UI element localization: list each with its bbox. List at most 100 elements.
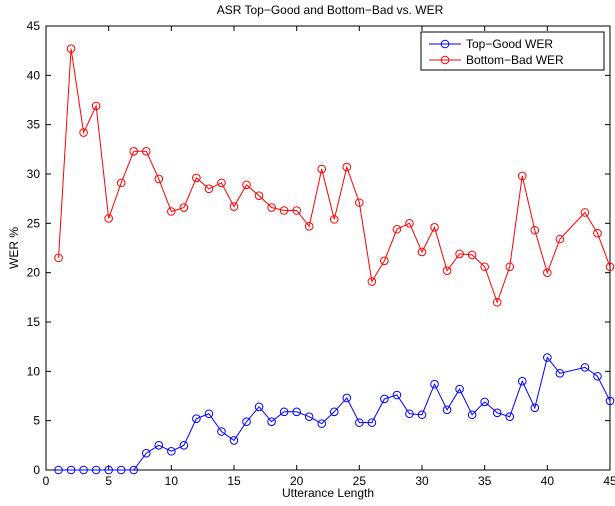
data-point — [392, 224, 402, 234]
x-tick-label: 15 — [227, 474, 241, 488]
y-tick-label: 25 — [27, 216, 41, 230]
legend-box — [420, 31, 605, 71]
x-tick-label: 5 — [105, 474, 112, 488]
data-point — [279, 407, 289, 417]
data-point — [116, 465, 126, 475]
y-tick-label: 10 — [27, 364, 41, 378]
data-point — [392, 390, 402, 400]
x-tick-label: 35 — [478, 474, 492, 488]
data-point — [455, 249, 464, 259]
data-point — [167, 446, 176, 456]
data-point — [480, 397, 489, 407]
data-point — [355, 418, 364, 427]
data-point — [442, 266, 452, 275]
data-point — [543, 268, 552, 277]
data-point — [104, 214, 113, 223]
data-point — [342, 393, 352, 403]
data-point — [91, 101, 101, 111]
data-point — [517, 376, 527, 386]
data-point — [129, 147, 139, 156]
data-point — [154, 174, 164, 184]
data-point — [91, 465, 101, 475]
data-point — [430, 222, 439, 232]
data-point — [505, 412, 515, 422]
data-point — [505, 262, 515, 272]
data-point — [66, 44, 76, 53]
data-point — [317, 164, 327, 174]
data-point — [141, 448, 151, 458]
x-tick-label: 45 — [603, 474, 615, 488]
data-point — [605, 396, 615, 406]
data-point — [405, 219, 414, 228]
data-point — [242, 180, 251, 190]
y-tick-label: 15 — [27, 315, 41, 329]
legend-marker — [440, 55, 450, 65]
axis-ticks: 0 5 10 15 20 25 30 35 40 45 0 5 10 15 20 25 30 35 40 45 — [27, 19, 615, 488]
data-point — [580, 208, 590, 217]
y-tick-label: 40 — [27, 68, 41, 82]
data-point — [593, 371, 602, 381]
data-point — [329, 407, 339, 417]
data-point — [229, 436, 239, 445]
data-point — [292, 206, 301, 215]
data-point — [254, 402, 264, 412]
legend-entry: Top−Good WER — [429, 37, 553, 51]
data-point — [342, 162, 352, 172]
data-point — [79, 465, 88, 475]
y-tick-label: 35 — [27, 118, 41, 132]
x-tick-label: 10 — [165, 474, 179, 488]
data-point — [104, 465, 113, 475]
data-point — [355, 198, 364, 207]
data-point — [54, 465, 63, 475]
data-point — [517, 171, 527, 181]
y-tick-label: 30 — [27, 167, 41, 181]
data-point — [116, 178, 126, 188]
data-point — [279, 206, 289, 215]
plot-area — [45, 25, 611, 471]
data-point — [580, 363, 590, 372]
data-point — [204, 409, 214, 419]
data-point — [555, 234, 565, 244]
series-1 — [54, 353, 615, 475]
data-point — [192, 173, 201, 183]
data-point — [179, 441, 189, 450]
data-point — [217, 427, 226, 436]
data-point — [79, 128, 88, 137]
y-tick-label: 20 — [27, 266, 41, 280]
data-point — [455, 384, 464, 394]
data-point — [555, 369, 565, 378]
x-tick-label: 30 — [415, 474, 429, 488]
data-point — [66, 465, 76, 475]
data-point — [467, 410, 477, 420]
series-line — [58, 356, 611, 471]
data-point — [54, 253, 63, 263]
legend-entry: Bottom−Bad WER — [429, 53, 564, 67]
data-point — [543, 353, 552, 362]
data-point — [304, 412, 314, 422]
data-point — [217, 178, 226, 188]
y-tick-label: 0 — [33, 463, 40, 477]
data-point — [129, 465, 139, 475]
chart-title: ASR Top−Good and Bottom−Bad vs. WER — [217, 3, 444, 17]
data-point — [304, 221, 314, 231]
data-point — [480, 262, 489, 272]
series-layer — [54, 44, 615, 475]
data-point — [467, 250, 477, 260]
data-point — [367, 277, 377, 286]
data-point — [380, 256, 389, 266]
x-tick-label: 0 — [43, 474, 50, 488]
y-tick-label: 45 — [27, 19, 41, 33]
data-point — [267, 203, 276, 212]
legend-label: Bottom−Bad WER — [466, 53, 564, 67]
legend: Top−Good WER Bottom−Bad WER — [420, 31, 605, 71]
data-point — [492, 408, 502, 418]
data-point — [329, 215, 339, 224]
data-point — [141, 147, 151, 156]
series-line — [58, 48, 611, 304]
data-point — [292, 407, 301, 417]
data-point — [380, 394, 389, 404]
x-tick-label: 40 — [541, 474, 555, 488]
series-2 — [54, 44, 615, 307]
data-point — [167, 207, 176, 216]
